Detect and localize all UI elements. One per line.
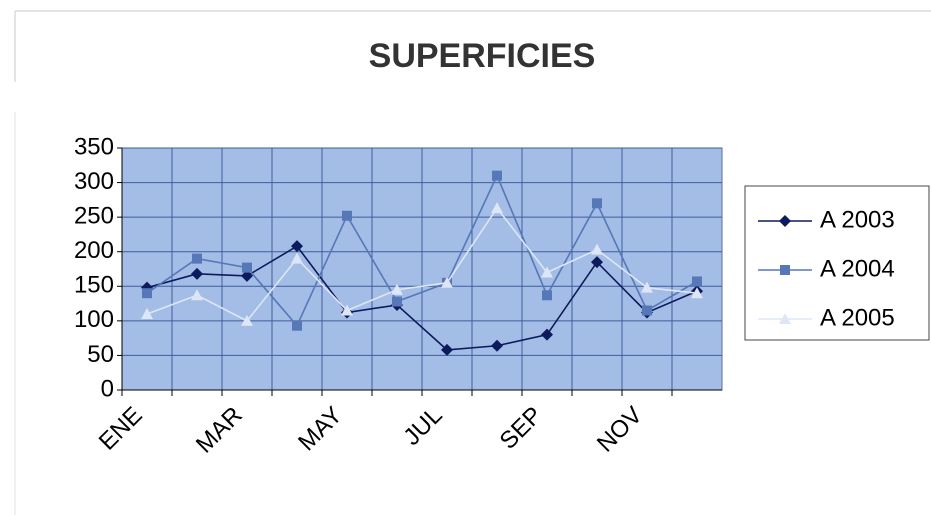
legend-label: A 2003 bbox=[820, 206, 895, 233]
marker bbox=[241, 314, 253, 326]
marker bbox=[341, 304, 353, 316]
x-tick-label: MAR bbox=[191, 402, 248, 459]
series-line bbox=[146, 245, 698, 351]
y-tick-label: 350 bbox=[74, 133, 114, 160]
y-tick-label: 250 bbox=[74, 202, 114, 229]
y-tick-label: 150 bbox=[74, 272, 114, 299]
marker bbox=[391, 283, 403, 295]
x-tick-label: ENE bbox=[94, 402, 148, 456]
marker bbox=[779, 215, 791, 227]
marker bbox=[491, 339, 503, 352]
marker bbox=[591, 256, 603, 269]
marker bbox=[441, 343, 453, 356]
marker bbox=[641, 281, 653, 293]
x-tick-label: NOV bbox=[592, 402, 648, 458]
marker bbox=[141, 307, 153, 319]
marker bbox=[692, 276, 702, 287]
chart-title: SUPERFICIES bbox=[369, 37, 596, 75]
marker bbox=[542, 290, 552, 301]
y-tick-label: 100 bbox=[74, 306, 114, 333]
marker bbox=[342, 210, 352, 221]
marker bbox=[292, 320, 302, 331]
marker bbox=[142, 288, 152, 299]
marker bbox=[541, 328, 553, 341]
series-line bbox=[146, 206, 698, 322]
marker bbox=[291, 240, 303, 253]
legend-box bbox=[744, 185, 930, 341]
legend-label: A 2004 bbox=[820, 255, 895, 282]
x-tick-label: SEP bbox=[495, 402, 548, 455]
marker bbox=[441, 276, 453, 288]
marker bbox=[392, 296, 402, 307]
marker bbox=[779, 313, 791, 324]
series-line bbox=[146, 173, 698, 328]
marker bbox=[241, 269, 253, 282]
marker bbox=[242, 262, 252, 273]
y-tick-label: 0 bbox=[101, 375, 114, 402]
marker bbox=[192, 253, 202, 264]
marker bbox=[291, 252, 303, 264]
marker bbox=[780, 265, 790, 275]
y-tick-label: 50 bbox=[87, 341, 114, 368]
marker bbox=[592, 198, 602, 209]
marker bbox=[492, 170, 502, 181]
marker bbox=[191, 289, 203, 301]
x-tick-label: JUL bbox=[398, 402, 447, 451]
x-tick-label: MAY bbox=[293, 402, 348, 457]
y-tick-label: 300 bbox=[74, 168, 114, 195]
marker bbox=[691, 287, 703, 299]
y-tick-label: 200 bbox=[74, 237, 114, 264]
legend-label: A 2005 bbox=[820, 304, 895, 331]
marker bbox=[541, 266, 553, 278]
marker bbox=[191, 267, 203, 280]
marker bbox=[591, 243, 603, 255]
marker bbox=[642, 305, 652, 316]
marker bbox=[491, 202, 503, 214]
